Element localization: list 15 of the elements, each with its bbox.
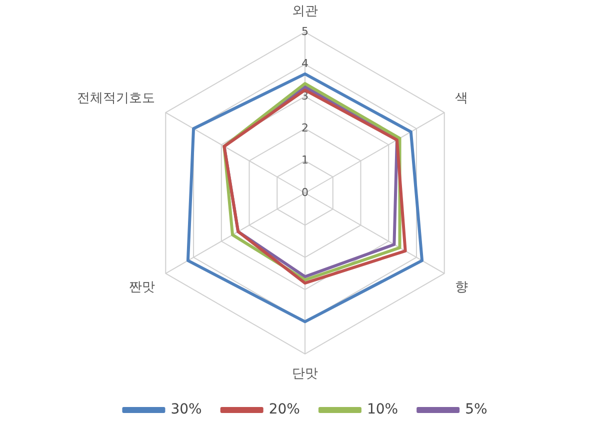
y-tick-label: 0 bbox=[302, 186, 308, 199]
legend-label: 20% bbox=[268, 402, 300, 418]
legend-label: 5% bbox=[465, 402, 488, 418]
y-tick-label: 1 bbox=[302, 154, 308, 167]
spoke-label: 단맛 bbox=[292, 366, 318, 382]
legend-label: 30% bbox=[170, 402, 202, 418]
y-tick-label: 5 bbox=[302, 24, 308, 38]
spoke-label: 색 bbox=[455, 90, 468, 106]
spoke-label: 짠맛 bbox=[128, 280, 155, 295]
legend-label: 10% bbox=[366, 402, 398, 418]
spoke-label: 전체적기호도 bbox=[76, 90, 155, 106]
spoke-label: 향 bbox=[455, 280, 468, 295]
y-tick-label: 2 bbox=[302, 122, 308, 134]
y-tick-label: 4 bbox=[302, 57, 308, 70]
spoke-label: 외관 bbox=[292, 4, 318, 20]
